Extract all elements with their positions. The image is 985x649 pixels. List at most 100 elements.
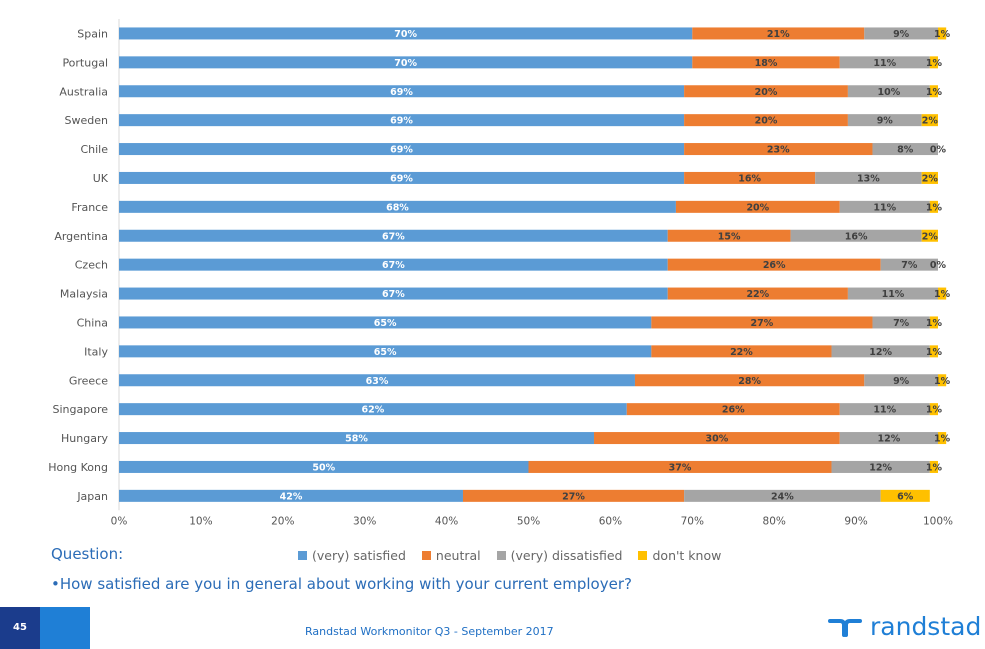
data-label: 20% [755, 87, 778, 98]
data-label: 69% [390, 116, 413, 127]
x-tick-label: 70% [681, 515, 704, 527]
data-label: 1% [926, 202, 943, 213]
data-label: 0% [930, 145, 947, 156]
data-label: 50% [312, 462, 335, 473]
bar-segment [667, 287, 848, 300]
footer-source: Randstad Workmonitor Q3 - September 2017 [305, 625, 554, 638]
bar-segment [626, 403, 840, 416]
data-label: 1% [926, 405, 943, 416]
bar-segment [929, 316, 938, 329]
bar-segment [119, 114, 685, 127]
bar-segment [462, 489, 685, 502]
bar-segment [119, 403, 627, 416]
randstad-logo: randstad [828, 612, 981, 641]
bar-segment [929, 403, 938, 416]
data-label: 7% [893, 318, 910, 329]
category-label: Chile [80, 143, 108, 156]
data-label: 16% [738, 173, 761, 184]
data-label: 11% [873, 405, 896, 416]
data-label: 16% [845, 231, 868, 242]
bar-segment [119, 287, 668, 300]
x-tick-label: 20% [271, 515, 294, 527]
category-label: Portugal [62, 56, 108, 69]
bar-segment [929, 56, 938, 69]
bar-segment [119, 200, 676, 213]
bar-segment [921, 114, 938, 127]
data-label: 70% [394, 58, 417, 69]
category-label: France [71, 201, 108, 214]
x-tick-label: 80% [763, 515, 786, 527]
bar-segment [119, 460, 529, 473]
stacked-bar-chart: Spain 70% 21% 9% 1% Portugal 70% 18% 11% 1% Austra… [48, 19, 953, 527]
bar-segment [847, 287, 938, 300]
data-label: 27% [751, 318, 774, 329]
bar-segment [119, 229, 668, 242]
footer-block-dark [0, 607, 40, 649]
bar-segment [684, 114, 848, 127]
question-text: •How satisfied are you in general about … [51, 575, 632, 593]
bar-segment [880, 258, 938, 271]
bar-segment [839, 403, 930, 416]
bar-segment [651, 345, 832, 358]
footer-block-light [40, 607, 90, 649]
data-label: 63% [366, 376, 389, 387]
legend-swatch-dissatisfied [496, 551, 506, 560]
bar-segment [119, 27, 693, 40]
bar-segment [692, 56, 840, 69]
data-label: 69% [390, 173, 413, 184]
data-label: 67% [382, 231, 405, 242]
data-label: 11% [873, 202, 896, 213]
data-label: 22% [746, 289, 769, 300]
bar-segment [831, 345, 930, 358]
data-label: 9% [893, 376, 910, 387]
data-label: 69% [390, 145, 413, 156]
bar-segment [119, 143, 685, 156]
legend-item-neutral: neutral [421, 548, 481, 563]
bar-segment [667, 258, 881, 271]
data-label: 65% [374, 318, 397, 329]
data-label: 65% [374, 347, 397, 358]
bar-segment [864, 374, 938, 387]
data-label: 13% [857, 173, 880, 184]
bar-segment [692, 27, 865, 40]
bar-segment [684, 85, 848, 98]
data-label: 12% [869, 347, 892, 358]
data-label: 2% [922, 173, 939, 184]
bar-segment [839, 200, 930, 213]
data-label: 68% [386, 202, 409, 213]
data-label: 70% [394, 29, 417, 40]
bar-segment [667, 229, 791, 242]
bar-segment [684, 171, 816, 184]
legend-label-satisfied: (very) satisfied [312, 548, 406, 563]
data-label: 1% [934, 289, 951, 300]
x-tick-label: 0% [111, 515, 128, 527]
legend-label-dissatisfied: (very) dissatisfied [510, 548, 623, 563]
category-label: Italy [84, 345, 108, 358]
question-label: Question: [51, 545, 124, 563]
data-label: 20% [746, 202, 769, 213]
bar-segment [594, 432, 840, 445]
data-label: 42% [280, 491, 303, 502]
data-label: 2% [922, 231, 939, 242]
data-label: 10% [877, 87, 900, 98]
data-label: 62% [362, 405, 385, 416]
bar-segment [880, 489, 930, 502]
x-tick-label: 30% [353, 515, 376, 527]
data-label: 2% [922, 116, 939, 127]
bar-segment [847, 85, 930, 98]
bar-segment [929, 460, 938, 473]
legend-swatch-neutral [421, 551, 431, 560]
legend-item-dont-know: don't know [638, 548, 721, 563]
data-label: 9% [877, 116, 894, 127]
data-label: 22% [730, 347, 753, 358]
legend-label-neutral: neutral [435, 548, 481, 563]
x-tick-label: 50% [517, 515, 540, 527]
bar-segment [872, 143, 938, 156]
data-label: 12% [877, 434, 900, 445]
x-tick-label: 40% [435, 515, 458, 527]
category-label: Czech [75, 259, 108, 272]
x-tick-label: 60% [599, 515, 622, 527]
bar-segment [872, 316, 930, 329]
bar-segment [815, 171, 922, 184]
bar-segment [847, 114, 922, 127]
